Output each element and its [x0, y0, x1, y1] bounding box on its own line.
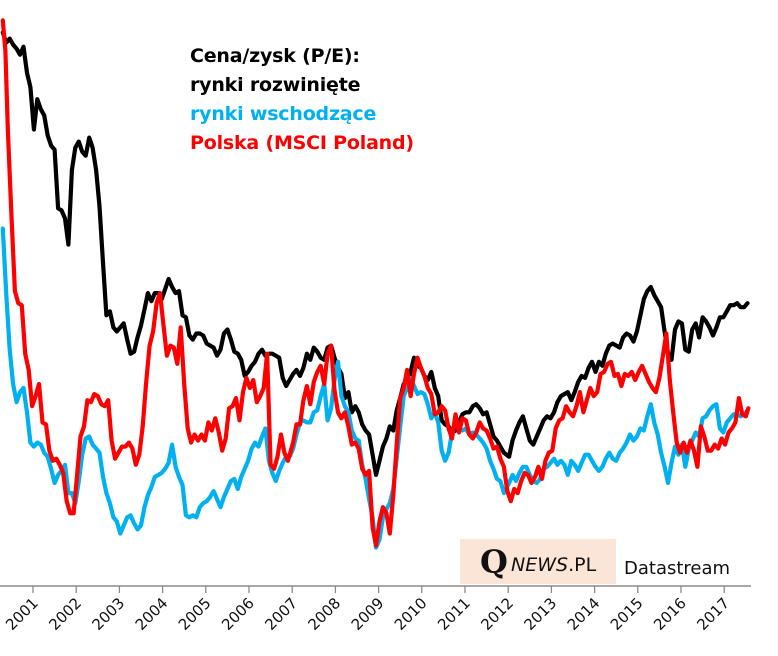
chart-title: Cena/zysk (P/E):	[190, 45, 360, 67]
legend-entry-emerging: rynki wschodzące	[190, 103, 377, 125]
x-tick-label-2006: 2006	[218, 594, 258, 634]
qnews-logo: Q NEWS.PL	[460, 539, 616, 584]
x-tick-label-2005: 2005	[175, 594, 215, 634]
series-line-developed	[0, 30, 750, 477]
x-tick-label-2012: 2012	[477, 594, 517, 634]
logo-pl: .PL	[568, 554, 597, 576]
series-line-poland	[0, 18, 751, 548]
series-line-emerging	[0, 226, 750, 550]
x-tick-label-2008: 2008	[304, 594, 344, 634]
x-tick-label-2014: 2014	[564, 594, 604, 634]
x-tick-label-2010: 2010	[391, 594, 431, 634]
series-layer	[0, 18, 751, 550]
x-tick-label-2009: 2009	[348, 594, 388, 634]
x-tick-label-2011: 2011	[434, 594, 474, 634]
x-tick-label-2013: 2013	[520, 594, 560, 634]
x-tick-label-2017: 2017	[693, 594, 733, 634]
x-tick-label-2003: 2003	[88, 594, 128, 634]
x-tick-label-2001: 2001	[2, 594, 42, 634]
x-tick-label-2016: 2016	[650, 594, 690, 634]
legend-entry-poland: Polska (MSCI Poland)	[190, 132, 414, 154]
legend: Cena/zysk (P/E): rynki rozwinięte rynki …	[190, 42, 414, 158]
x-axis-ticks: 2001 2002 2003 2004 2005 2006 2007 2008 2009 2010…	[2, 586, 733, 634]
x-tick-label-2002: 2002	[45, 594, 85, 634]
logo-news: NEWS	[511, 554, 569, 576]
logo-q-letter: Q	[480, 543, 508, 581]
x-tick-label-2015: 2015	[607, 594, 647, 634]
legend-entry-developed: rynki rozwinięte	[190, 74, 361, 96]
x-tick-label-2004: 2004	[132, 594, 172, 634]
x-tick-label-2007: 2007	[261, 594, 301, 634]
source-label: Datastream	[624, 558, 731, 579]
logo-wordmark: NEWS.PL	[511, 554, 596, 576]
